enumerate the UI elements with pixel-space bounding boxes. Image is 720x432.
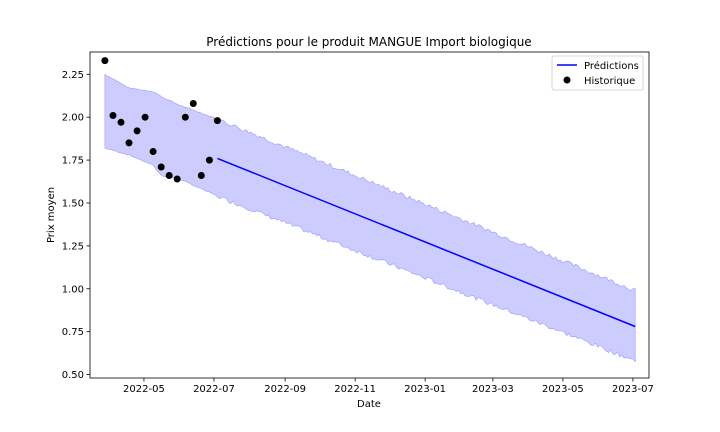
x-axis-title: Date (357, 399, 381, 410)
y-tick-label: 1.25 (62, 241, 84, 252)
historique-point (205, 156, 213, 164)
legend-historique-swatch (563, 76, 571, 84)
y-tick-label: 2.00 (62, 113, 84, 124)
x-tick-label: 2022-05 (123, 384, 165, 395)
historique-point (101, 57, 109, 65)
y-tick-label: 2.25 (62, 70, 84, 81)
x-tick-label: 2023-07 (612, 384, 654, 395)
historique-point (133, 127, 141, 135)
historique-point (189, 100, 197, 107)
prediction-line (217, 157, 636, 328)
prediction-interval-band (104, 73, 636, 363)
historique-point (181, 113, 189, 121)
y-tick-label: 0.75 (62, 327, 84, 338)
x-axis: 2022-05 2022-07 2022-09 2022-11 2023-01 2023-… (123, 378, 654, 395)
y-tick-label: 0.50 (62, 370, 84, 381)
legend-prediction-label: Prédictions (584, 60, 639, 72)
historique-point (197, 172, 205, 179)
historique-point (165, 172, 173, 179)
historique-point (213, 117, 221, 125)
chart-title: Prédictions pour le produit MANGUE Impor… (206, 35, 531, 49)
y-axis-title: Prix moyen (46, 187, 57, 243)
historique-point (117, 118, 125, 126)
historique-point (109, 112, 117, 119)
y-tick-label: 1.75 (62, 156, 84, 167)
x-tick-label: 2022-07 (193, 384, 235, 395)
y-axis: 0.50 0.75 1.00 1.25 1.50 1.75 2.00 2.25 (62, 70, 90, 381)
x-tick-label: 2022-11 (334, 384, 376, 395)
x-tick-label: 2023-01 (404, 384, 446, 395)
historique-point (125, 139, 133, 147)
x-tick-label: 2023-03 (472, 384, 514, 395)
historique-point (157, 163, 165, 171)
historique-point (173, 175, 181, 183)
historique-points (101, 57, 221, 183)
y-tick-label: 1.00 (62, 284, 84, 295)
y-tick-label: 1.50 (62, 198, 84, 209)
legend: Prédictions Historique (551, 55, 644, 91)
plot-frame (89, 51, 650, 379)
x-tick-label: 2023-05 (542, 384, 584, 395)
plot-area (101, 57, 636, 363)
x-tick-label: 2022-09 (264, 384, 306, 395)
legend-historique-label: Historique (584, 76, 635, 87)
historique-point (141, 113, 149, 121)
historique-point (149, 148, 157, 155)
